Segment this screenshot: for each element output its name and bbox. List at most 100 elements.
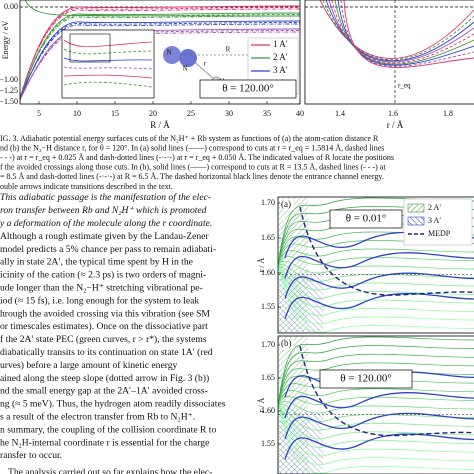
x-tick-label: 1.6 [388,109,398,118]
body-line: s a result of the electron transfer from… [0,412,195,423]
pec-curve [20,8,300,98]
x-axis-label: R / Å [150,120,170,130]
contour-line [278,260,474,274]
panel-frame [277,196,474,334]
theta-box [199,79,297,99]
y-tick-label: 1.55 [261,439,275,448]
contour-line [278,256,474,266]
legend-label: 1 A′ [273,39,288,49]
legend-label: 3 A′ [273,65,288,75]
x-tick-label: 1.8 [443,109,453,118]
y-tick-label: −1.25 [0,86,18,95]
theta-box [329,209,403,229]
medp [299,206,474,296]
pec-curve [340,0,474,67]
body-line: model predicts a 5% chance per pass to r… [0,244,216,255]
x-tick-label: 10 [73,109,81,118]
inset-curve [63,74,153,79]
pec-curve [334,0,474,65]
molecule-label: N [166,49,171,57]
legend-swatch [407,203,425,213]
contour-line [278,404,474,474]
caption-line: nd (b) the N₂−H distance r, for θ = 120°… [0,143,384,152]
contour-line [278,404,474,431]
panel-a-frame [19,0,301,105]
pec-curve [322,0,474,61]
legend-swatch [407,216,425,226]
legend-label: 2 A′ [428,203,441,212]
inset-curve [63,81,153,88]
x-tick-label: 40 [296,109,304,118]
x-tick-label: 35 [263,109,271,118]
body-line: diabatically transits to its continuatio… [0,347,213,358]
legend-label: MEDP [428,229,451,238]
y-tick-label: 0.00 [4,2,18,11]
body-line: hrough the avoided crossing via this vib… [0,308,210,319]
body-line: iod (≈ 15 fs), i.e. long enough for the … [0,295,199,306]
body-line: or timescales estimates). Once on the di… [0,321,208,332]
x-tick-label: 1.4 [335,109,345,118]
body-line: n summary, the coupling of the collision… [0,424,216,435]
figure-bottom: 1.70 1.65 1.60 1.55 (a) θ = 0.01° r / Å 1.70 1.6… [257,196,474,474]
pec-curve [20,14,300,99]
pec-curve [331,0,474,64]
contour-blue [284,292,474,320]
inset-curve [63,39,153,48]
contour-line [278,404,474,457]
molecule-label: r [204,60,207,68]
contour-line [278,396,474,406]
pec-curve [20,20,300,101]
panel-frame [277,335,474,474]
molecule-label: N [182,65,187,73]
y-tick-label: 1.60 [261,406,275,415]
caption-line: = 8.5 Å and dash-dotted lines (-·-·-) at… [0,172,384,181]
pec-curve [20,23,300,98]
legend-label: 2 A′ [273,52,288,62]
pec-curve [337,0,474,66]
caption-line: - - -) at r = r_eq + 0.025 Å and dash-do… [0,153,394,162]
y-tick-label: 1.60 [261,268,275,277]
x-tick-label: 25 [187,109,195,118]
contour-blue [284,433,474,460]
body-line: Although a rough estimate given by the L… [0,231,209,242]
contour-line [278,264,474,325]
contour-line [278,248,474,266]
pec-curve [325,0,474,62]
theta-label: θ = 120.00° [340,373,392,385]
inset-curve [63,66,153,70]
caption-line: IG. 3. Adiabatic potential energy surfac… [0,134,379,143]
panel-tag: (b) [281,338,292,348]
atom-n [163,46,181,64]
molecule-label: R [226,46,231,54]
theta-label: θ = 0.01° [346,213,387,225]
contour-line [278,404,474,422]
legend-label: 3 A′ [428,216,441,225]
body-line: ng (≈ 5 meV). Thus, the hydrogen atom re… [0,399,226,410]
x-tick-label: 20 [149,109,157,118]
panel-a [20,0,300,101]
pec-curve [24,0,300,17]
body-line: he N₂H-internal coordinate r is essentia… [0,437,209,448]
y-tick-label: −1.50 [0,97,18,106]
y-tick-label: 1.70 [261,198,275,207]
body-line: urves) before a large amount of kinetic … [0,360,178,371]
contour-line [278,264,474,333]
figure-top: NNHRrRb1 A′2 A′3 A′4 A′θ = 120.00°0.00−1… [0,0,474,130]
y-tick-label: −1.00 [0,75,18,84]
contour-line [278,404,474,448]
theta-box [319,369,413,389]
contour-line [278,336,474,406]
contour-line [278,345,474,406]
body-line: ransfer to occur. [0,450,62,461]
theta-label: θ = 120.00° [222,83,274,95]
inset [61,29,155,99]
body-line: ained along the steep slope (dotted arro… [0,373,209,384]
atom-n [179,49,197,67]
y-axis-label: r / Å [257,397,266,412]
y-tick-label: 1.65 [261,233,275,242]
pec-curve [319,0,474,59]
y-tick-label: 1.65 [261,373,275,382]
y-axis-label: Energy / eV [1,21,10,60]
body-line: f the 2A′ state PEC (green curves, r > r… [0,334,207,345]
